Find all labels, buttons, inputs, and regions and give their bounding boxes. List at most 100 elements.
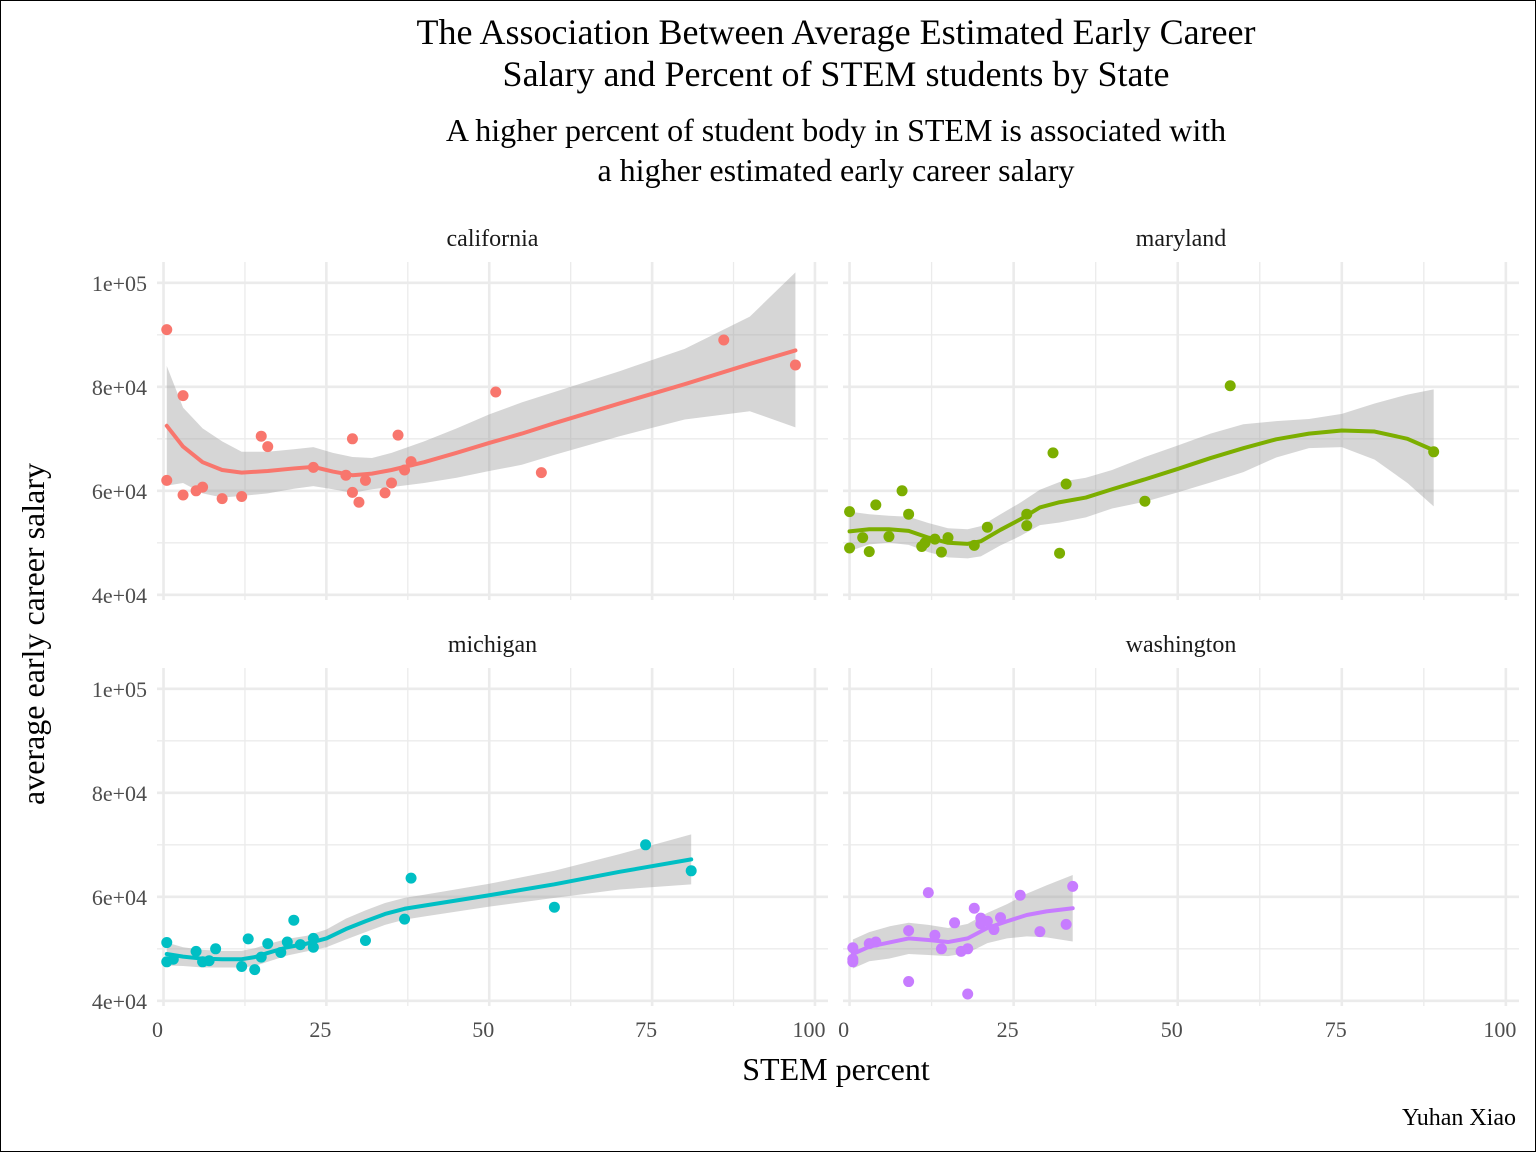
x-tick-label: 0 <box>152 1017 163 1042</box>
data-point <box>1021 520 1033 532</box>
x-axis-title: STEM percent <box>742 1051 930 1087</box>
data-point <box>1224 380 1236 392</box>
points-california <box>161 324 801 508</box>
data-point <box>968 902 980 914</box>
y-tick-label: 4e+04 <box>92 583 147 608</box>
points-washington <box>847 880 1079 1000</box>
data-point <box>262 938 274 950</box>
facet-label-michigan: michigan <box>448 632 537 658</box>
data-point <box>255 430 267 442</box>
x-tick-label: 100 <box>1483 1017 1516 1042</box>
x-tick-label: 25 <box>309 1017 331 1042</box>
data-point <box>210 943 222 955</box>
data-point <box>847 942 859 954</box>
data-point <box>919 537 931 549</box>
x-tick-label: 75 <box>1325 1017 1347 1042</box>
axis-titles: STEM percent average early career salary Y… <box>15 463 1516 1131</box>
data-point <box>789 359 801 371</box>
data-point <box>379 487 391 499</box>
data-point <box>935 943 947 955</box>
smooth-line-maryland <box>847 428 1436 546</box>
facet-panel-maryland: maryland <box>843 226 1519 600</box>
y-tick-label: 8e+04 <box>92 781 147 806</box>
data-point <box>548 901 560 913</box>
chart-subtitle-line-1: A higher percent of student body in STEM… <box>446 112 1226 148</box>
data-point <box>216 493 228 505</box>
data-point <box>262 441 274 453</box>
data-point <box>399 913 411 925</box>
x-tick-label: 50 <box>472 1017 494 1042</box>
data-point <box>1060 478 1072 490</box>
data-point <box>161 937 173 949</box>
data-point <box>359 934 371 946</box>
data-point <box>288 914 300 926</box>
confidence-band-washington <box>852 874 1073 969</box>
data-point <box>236 491 248 503</box>
data-point <box>1067 880 1079 892</box>
smooth-line-washington <box>850 906 1075 956</box>
data-point <box>242 933 254 945</box>
confidence-band-california <box>166 272 796 498</box>
data-point <box>844 542 856 554</box>
data-point <box>386 477 398 489</box>
x-tick-label: 100 <box>792 1017 825 1042</box>
confidence-band-michigan <box>166 834 692 968</box>
facet-panel-michigan: michigan 4e+04 6e+04 8e+04 1e+05 0 25 50 75 100 <box>92 632 828 1042</box>
data-point <box>685 865 697 877</box>
y-axis-title: average early career salary <box>15 463 51 805</box>
data-point <box>197 481 209 493</box>
data-point <box>903 508 915 520</box>
points-maryland <box>844 380 1440 559</box>
data-point <box>177 489 189 501</box>
data-point <box>359 474 371 486</box>
facet-label-washington: washington <box>1126 632 1237 658</box>
facet-panel-california: california 4e+04 6e+04 8e+04 1e+05 <box>92 226 828 608</box>
chart-title-line-2: Salary and Percent of STEM students by S… <box>503 54 1170 94</box>
data-point <box>177 390 189 402</box>
gridlines <box>157 668 828 1006</box>
data-point <box>718 334 730 346</box>
data-point <box>236 960 248 972</box>
chart-title-line-1: The Association Between Average Estimate… <box>416 12 1255 52</box>
y-tick-label: 1e+05 <box>92 271 147 296</box>
x-tick-label: 25 <box>997 1017 1019 1042</box>
data-point <box>249 964 261 976</box>
data-point <box>981 915 993 927</box>
y-tick-label: 8e+04 <box>92 375 147 400</box>
data-point <box>535 467 547 479</box>
y-tick-label: 6e+04 <box>92 885 147 910</box>
data-point <box>346 486 358 498</box>
data-point <box>929 929 941 941</box>
data-point <box>1060 918 1072 930</box>
data-point <box>490 386 502 398</box>
smooth-line-california <box>164 348 798 478</box>
gridlines <box>157 262 828 600</box>
data-point <box>903 925 915 937</box>
data-point <box>922 887 934 899</box>
data-point <box>870 499 882 511</box>
confidence-band-maryland <box>849 389 1434 559</box>
data-point <box>896 485 908 497</box>
facet-panels: california 4e+04 6e+04 8e+04 1e+05 maryland mi… <box>92 226 1519 1042</box>
data-point <box>346 433 358 445</box>
x-tick-label: 75 <box>635 1017 657 1042</box>
chart-titles: The Association Between Average Estimate… <box>416 12 1255 188</box>
data-point <box>962 943 974 955</box>
data-point <box>161 324 173 336</box>
data-point <box>190 945 202 957</box>
data-point <box>903 976 915 988</box>
chart-subtitle-line-2: a higher estimated early career salary <box>597 152 1074 188</box>
data-point <box>847 956 859 968</box>
data-point <box>1139 495 1151 507</box>
y-tick-label: 1e+05 <box>92 677 147 702</box>
data-point <box>949 917 961 929</box>
x-tick-label: 0 <box>838 1017 849 1042</box>
smooth-line-michigan <box>164 857 694 962</box>
facet-label-california: california <box>447 226 539 252</box>
data-point <box>995 912 1007 924</box>
data-point <box>405 872 417 884</box>
data-point <box>1054 547 1066 559</box>
facet-panel-washington: washington 0 25 50 75 100 <box>838 632 1519 1042</box>
data-point <box>1047 447 1059 459</box>
